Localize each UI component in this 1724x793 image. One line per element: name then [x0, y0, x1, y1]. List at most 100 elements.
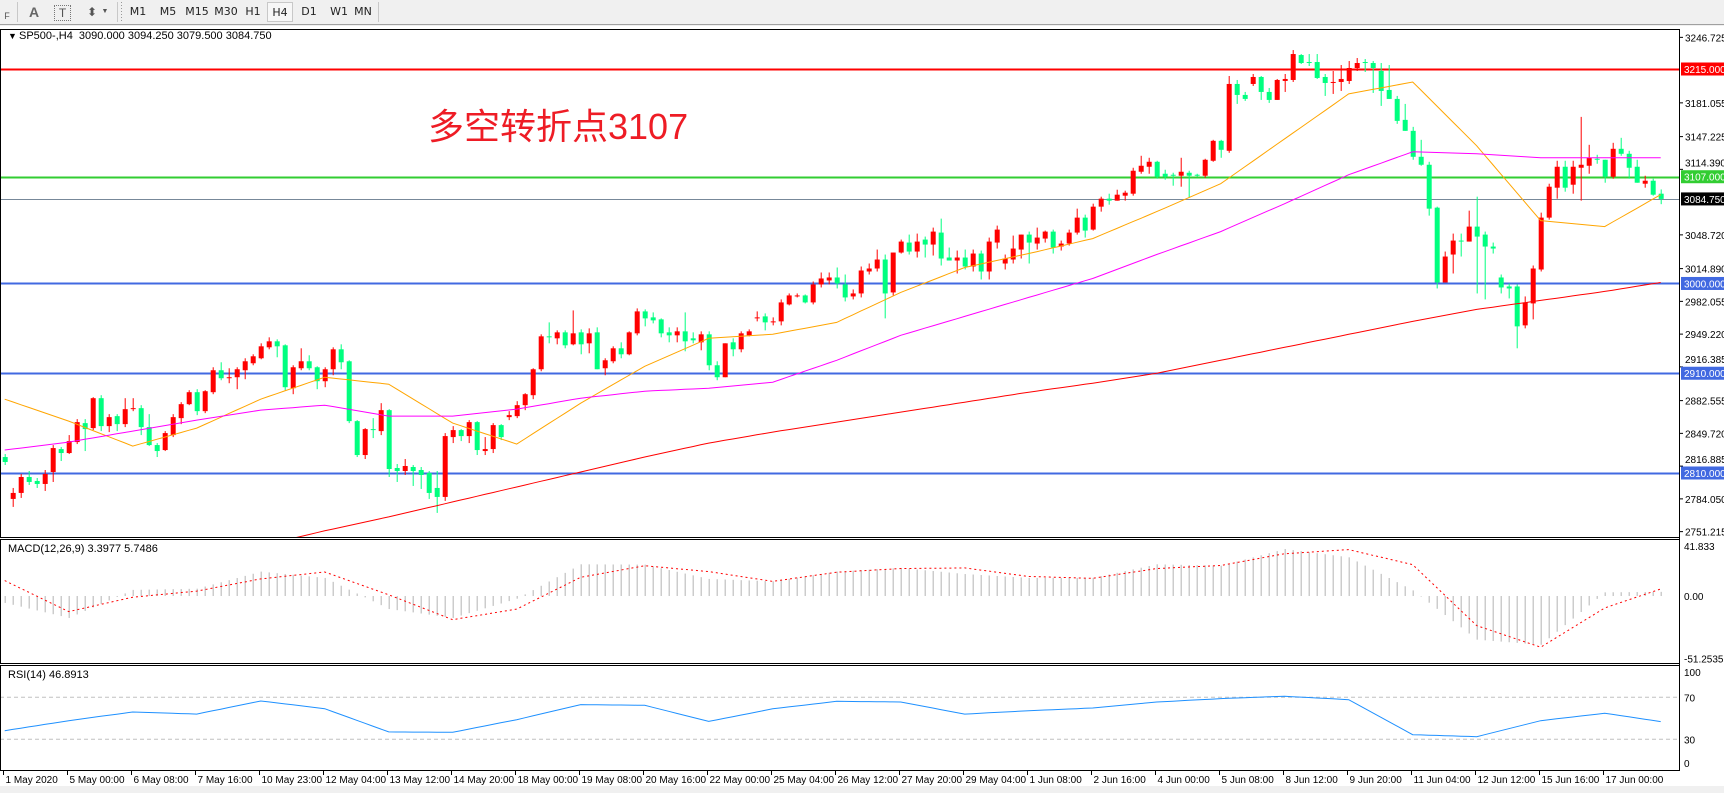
- timeframe-m5-button[interactable]: M5: [159, 5, 177, 18]
- candle-body: [106, 417, 112, 427]
- candle-body: [234, 369, 240, 378]
- candle-body: [794, 295, 800, 297]
- candle-body: [674, 331, 680, 336]
- grid-properties-icon[interactable]: F: [0, 3, 14, 21]
- candle-body: [1426, 164, 1432, 209]
- time-axis-label: 1 Jun 08:00: [1030, 775, 1083, 786]
- candle-body: [1066, 232, 1072, 244]
- candle-body: [1234, 83, 1240, 95]
- candle-body: [1274, 79, 1280, 100]
- candle-body: [42, 473, 48, 484]
- candles: [2, 50, 1664, 513]
- timeframe-m30-button[interactable]: M30: [214, 5, 238, 18]
- time-axis-label: 29 May 04:00: [966, 775, 1027, 786]
- timeframe-h1-button[interactable]: H1: [245, 5, 261, 18]
- timeframe-m1-button[interactable]: M1: [129, 5, 147, 18]
- timeframe-mn-button[interactable]: MN: [354, 5, 372, 18]
- candle-body: [154, 445, 160, 452]
- candle-body: [1578, 164, 1584, 168]
- text-icon[interactable]: A: [26, 3, 42, 21]
- macd-signal-line: [4, 549, 1661, 648]
- candle-body: [338, 349, 344, 363]
- macd-axis-label: -51.2535: [1684, 655, 1724, 666]
- candle-body: [1330, 81, 1336, 83]
- candle-body: [402, 466, 408, 471]
- candle-body: [1050, 231, 1056, 248]
- candle-body: [50, 448, 56, 472]
- candle-body: [210, 370, 216, 393]
- candle-body: [1242, 94, 1248, 99]
- level-price-label: 3000.000: [1684, 279, 1724, 290]
- time-axis-label: 14 May 20:00: [454, 775, 515, 786]
- candle-body: [994, 229, 1000, 243]
- candle-body: [122, 409, 128, 425]
- candle-body: [1186, 172, 1192, 176]
- candle-body: [290, 367, 296, 389]
- candle-body: [946, 257, 952, 261]
- chevron-down-icon[interactable]: ▼: [101, 3, 109, 21]
- time-axis-label: 15 Jun 16:00: [1542, 775, 1600, 786]
- candle-body: [962, 257, 968, 267]
- candle-body: [1122, 192, 1128, 196]
- candle-body: [698, 334, 704, 343]
- candle-body: [1594, 158, 1600, 160]
- macd-axis-label: 0.00: [1684, 592, 1704, 603]
- time-axis-label: 5 Jun 08:00: [1222, 775, 1275, 786]
- candle-body: [1018, 234, 1024, 250]
- candle-body: [1514, 286, 1520, 327]
- candle-body: [1402, 119, 1408, 131]
- candle-body: [242, 361, 248, 371]
- arrows-icon[interactable]: ⬍: [86, 5, 98, 19]
- candle-body: [1458, 240, 1464, 242]
- moving-average-line-0: [4, 81, 1661, 447]
- macd-label: MACD(12,26,9) 3.3977 5.7486: [8, 543, 158, 555]
- candle-body: [138, 408, 144, 428]
- candle-body: [1410, 130, 1416, 157]
- annotation-text[interactable]: 多空转折点3107: [428, 106, 688, 147]
- candle-body: [1546, 186, 1552, 218]
- level-price-tag: [1681, 366, 1724, 380]
- candle-body: [1586, 157, 1592, 166]
- candle-body: [378, 410, 384, 432]
- candle-body: [842, 284, 848, 298]
- symbol-menu-triangle-icon[interactable]: ▼: [8, 31, 17, 41]
- candle-body: [2, 457, 8, 463]
- status-strip: [0, 786, 1724, 793]
- rsi-panel-border: [0, 665, 1680, 771]
- candle-body: [1250, 76, 1256, 84]
- candle-body: [1282, 78, 1288, 81]
- timeframe-d1-button[interactable]: D1: [301, 5, 317, 18]
- candle-body: [482, 449, 488, 452]
- timeframe-w1-button[interactable]: W1: [330, 5, 348, 18]
- rsi-axis-label: 100: [1684, 668, 1701, 679]
- level-price-label: 2910.000: [1684, 369, 1724, 380]
- candle-body: [922, 239, 928, 245]
- candle-body: [1554, 166, 1560, 188]
- candle-body: [394, 468, 400, 471]
- candle-body: [594, 332, 600, 370]
- level-price-tag: [1681, 276, 1724, 290]
- candle-body: [1538, 217, 1544, 270]
- candle-body: [426, 472, 432, 493]
- candle-body: [434, 487, 440, 497]
- time-axis-label: 2 Jun 16:00: [1094, 775, 1147, 786]
- candle-body: [1394, 98, 1400, 121]
- candle-body: [498, 425, 504, 438]
- candle-body: [1170, 174, 1176, 176]
- candle-body: [1506, 286, 1512, 289]
- candle-body: [522, 394, 528, 406]
- time-axis-label: 18 May 00:00: [518, 775, 579, 786]
- text-label-icon[interactable]: T: [54, 5, 71, 21]
- candle-body: [1058, 243, 1064, 247]
- candle-body: [1154, 161, 1160, 177]
- candle-body: [730, 342, 736, 350]
- candle-body: [714, 365, 720, 378]
- candle-body: [1490, 246, 1496, 249]
- candle-body: [1002, 258, 1008, 264]
- candle-body: [754, 317, 760, 319]
- candle-body: [1042, 231, 1048, 239]
- candle-body: [642, 311, 648, 319]
- timeframe-m15-button[interactable]: M15: [185, 5, 209, 18]
- timeframe-h4-button[interactable]: H4: [267, 2, 293, 22]
